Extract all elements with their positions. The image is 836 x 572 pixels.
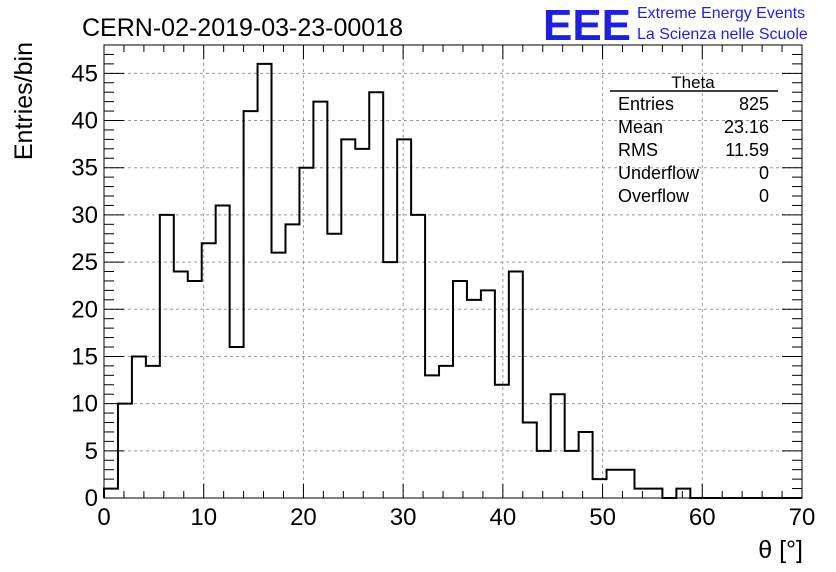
x-tick-label: 20 [290, 504, 317, 531]
y-tick-label: 35 [71, 155, 98, 182]
stats-row-value: 0 [759, 163, 769, 183]
stats-row-label: Mean [618, 117, 663, 137]
logo-line-1: Extreme Energy Events [637, 5, 805, 22]
x-tick-label: 60 [689, 504, 716, 531]
stats-rows: Entries 825 Mean 23.16 RMS 11.59 Underflow 0 Ove… [618, 94, 769, 206]
y-axis-label: Entries/bin [10, 42, 38, 160]
stats-row-label: Entries [618, 94, 674, 114]
x-tick-labels: 0 10 20 30 40 50 60 70 [97, 504, 815, 531]
stats-box: Theta Entries 825 Mean 23.16 RMS 11.59 Underfl… [610, 73, 778, 206]
stats-row-label: Overflow [618, 186, 690, 206]
x-tick-label: 50 [589, 504, 616, 531]
stats-row-value: 23.16 [724, 117, 769, 137]
x-tick-label: 70 [789, 504, 816, 531]
logo-line-2: La Scienza nelle Scuole [637, 26, 808, 43]
stats-row-label: Underflow [618, 163, 700, 183]
chart-title: CERN-02-2019-03-23-00018 [82, 14, 403, 42]
y-tick-label: 25 [71, 249, 98, 276]
x-tick-label: 10 [190, 504, 217, 531]
plot-frame [103, 44, 803, 499]
stats-row-value: 825 [739, 94, 769, 114]
y-tick-label: 15 [71, 343, 98, 370]
y-tick-label: 10 [71, 391, 98, 418]
stats-title: Theta [671, 73, 715, 92]
x-axis-label: θ [°] [758, 536, 803, 564]
y-tick-label: 5 [85, 438, 98, 465]
x-tick-label: 30 [390, 504, 417, 531]
x-tick-label: 40 [490, 504, 517, 531]
eee-logo: EEE Extreme Energy Events La Scienza nel… [543, 1, 808, 50]
grid-lines [104, 45, 802, 498]
axis-ticks [103, 44, 803, 499]
stats-row-value: 0 [759, 186, 769, 206]
histogram-line [103, 62, 802, 499]
y-tick-label: 20 [71, 296, 98, 323]
stats-row-label: RMS [618, 140, 658, 160]
y-tick-label: 40 [71, 108, 98, 135]
y-tick-label: 45 [71, 60, 98, 87]
stats-row-value: 11.59 [725, 140, 769, 160]
y-tick-labels: 0 5 10 15 20 25 30 35 40 45 [71, 60, 98, 512]
y-tick-label: 0 [85, 485, 98, 512]
logo-mark: EEE [543, 1, 631, 50]
y-tick-label: 30 [71, 202, 98, 229]
x-tick-label: 0 [97, 504, 110, 531]
